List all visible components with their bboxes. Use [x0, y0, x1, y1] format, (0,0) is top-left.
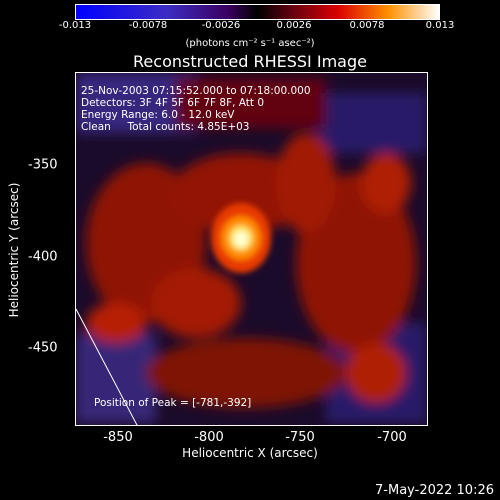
clean-counts: Clean Total counts: 4.85E+03 [81, 121, 250, 133]
rhessi-image [75, 72, 428, 426]
time-range: 25-Nov-2003 07:15:52.000 to 07:18:00.000 [81, 85, 311, 97]
colorbar-tick: -0.013 [58, 20, 92, 31]
colorbar-tick: 0.0078 [349, 20, 385, 31]
x-axis-label: Heliocentric X (arcsec) [182, 446, 318, 460]
x-tick: -850 [103, 430, 133, 445]
x-tick: -800 [194, 430, 224, 445]
detectors-info: Detectors: 3F 4F 5F 6F 7F 8F, Att 0 [81, 97, 265, 109]
colorbar-tick: 0.0026 [276, 20, 312, 31]
x-tick: -700 [377, 430, 407, 445]
y-tick: -450 [28, 340, 58, 356]
y-tick: -400 [28, 249, 58, 265]
colorbar-unit: (photons cm⁻² s⁻¹ asec⁻²) [185, 38, 315, 49]
colorbar [75, 4, 440, 20]
y-axis-label: Heliocentric Y (arcsec) [7, 182, 21, 318]
x-tick: -750 [285, 430, 315, 445]
colorbar-tick: -0.0078 [128, 20, 168, 31]
y-tick: -350 [28, 157, 58, 173]
page-title: Reconstructed RHESSI Image [133, 52, 367, 71]
generation-timestamp: 7-May-2022 10:26 [375, 483, 494, 498]
energy-range: Energy Range: 6.0 - 12.0 keV [81, 109, 235, 121]
colorbar-tick: -0.0026 [201, 20, 241, 31]
peak-position: Position of Peak = [-781,-392] [94, 397, 252, 409]
colorbar-tick: 0.013 [425, 20, 455, 31]
